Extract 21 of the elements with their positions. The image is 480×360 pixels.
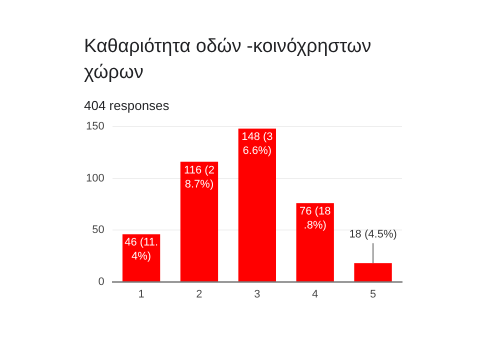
bar <box>296 203 334 282</box>
y-tick-label: 0 <box>98 276 104 288</box>
data-label: 116 (28.7%) <box>184 164 214 190</box>
y-tick-label: 100 <box>86 172 104 184</box>
bar <box>238 128 276 282</box>
data-label: 148 (36.6%) <box>242 131 273 158</box>
x-tick-label: 4 <box>312 288 318 300</box>
data-label: 76 (18.8%) <box>300 206 331 232</box>
x-tick-label: 2 <box>196 288 202 300</box>
x-tick-label: 5 <box>370 288 376 300</box>
y-tick-label: 150 <box>86 120 104 133</box>
bar <box>180 162 218 282</box>
bar <box>122 234 160 282</box>
data-label: 18 (4.5%) <box>349 228 397 241</box>
bar <box>354 263 392 282</box>
x-tick-label: 1 <box>138 288 144 300</box>
chart-title: Καθαριότητα οδών -κοινόχρηστων χώρων <box>84 35 372 85</box>
data-label: 46 (11.4%) <box>124 236 158 263</box>
y-tick-label: 50 <box>92 224 104 236</box>
chart-subtitle: 404 responses <box>84 98 170 113</box>
x-tick-label: 3 <box>254 288 260 300</box>
